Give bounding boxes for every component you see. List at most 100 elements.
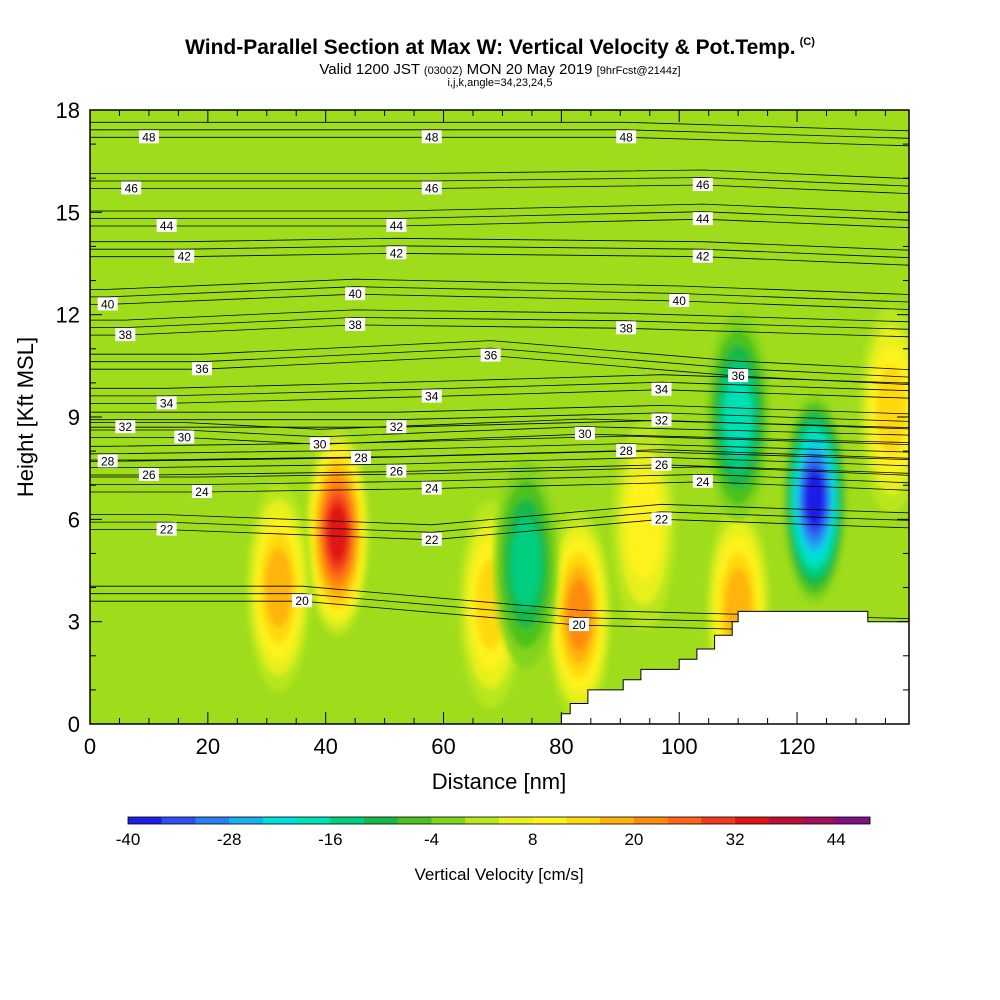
colorbar-tick-label: 8 <box>528 830 537 849</box>
contour-label-box <box>345 287 366 301</box>
contour-label-box <box>121 181 142 195</box>
contour-label-box <box>386 218 407 232</box>
contour-label: 24 <box>195 485 209 499</box>
colorbar-swatch <box>633 817 668 824</box>
contour-label-box <box>156 396 177 410</box>
contour-label: 32 <box>655 413 669 427</box>
velocity-cell <box>547 510 612 719</box>
contour-label-box <box>345 317 366 331</box>
contour-label-box <box>191 485 212 499</box>
contour-label-box <box>421 481 442 495</box>
isentrope-line <box>90 511 909 533</box>
isentrope-line <box>90 129 909 139</box>
colorbar-swatch <box>768 817 803 824</box>
velocity-level <box>265 547 292 628</box>
isentrope-line <box>90 316 909 330</box>
colorbar: -40 -28 -16 -4 8 20 32 44 <box>116 816 871 849</box>
y-axis-label: Height [Kft MSL] <box>13 337 38 497</box>
contour-label: 20 <box>295 594 309 608</box>
contour-label: 30 <box>578 427 592 441</box>
contour-label-box <box>386 420 407 434</box>
isentrope-line <box>90 169 909 179</box>
contour-label-box <box>651 512 672 526</box>
colorbar-swatch <box>364 817 399 824</box>
contour-label: 44 <box>696 212 710 226</box>
colorbar-tick-label: 32 <box>726 830 745 849</box>
colorbar-swatch <box>195 817 230 824</box>
colorbar-swatch <box>431 817 466 824</box>
x-axis-label: Distance [nm] <box>432 769 567 794</box>
isentrope-line <box>90 309 909 323</box>
contour-label: 46 <box>125 181 139 195</box>
contour-label-box <box>692 249 713 263</box>
contour-label-box <box>156 522 177 536</box>
contour-label: 36 <box>484 349 498 363</box>
colorbar-swatch <box>262 817 297 824</box>
terrain-mask <box>560 610 909 724</box>
velocity-level <box>566 579 592 651</box>
isentrope-line <box>90 121 909 132</box>
colorbar-swatch <box>161 817 196 824</box>
velocity-level <box>724 377 752 457</box>
contour-label-box <box>651 382 672 396</box>
contour-label: 38 <box>348 318 362 332</box>
contour-label-box <box>728 369 749 383</box>
contour-label-box <box>669 294 690 308</box>
isentrope-line <box>90 473 909 485</box>
contour-label: 28 <box>354 451 368 465</box>
chart-title: Wind-Parallel Section at Max W: Vertical… <box>185 36 815 59</box>
velocity-level <box>876 364 907 456</box>
contour-label: 40 <box>101 297 115 311</box>
isentrope-line <box>90 177 909 187</box>
velocity-cell <box>782 394 847 603</box>
isentrope-line <box>90 245 909 259</box>
contour-label: 26 <box>142 468 156 482</box>
contour-label-box <box>480 348 501 362</box>
contour-label: 46 <box>425 181 439 195</box>
x-tick-label: 100 <box>661 734 698 759</box>
colorbar-swatch <box>229 817 264 824</box>
contour-label: 42 <box>178 250 192 264</box>
velocity-level <box>626 472 662 581</box>
y-tick-label: 6 <box>68 507 80 532</box>
contour-label-box <box>386 464 407 478</box>
colorbar-swatch <box>735 817 770 824</box>
velocity-cell <box>246 483 311 692</box>
y-tick-label: 9 <box>68 405 80 430</box>
contour-label-box <box>569 618 590 632</box>
contour-label: 24 <box>425 482 439 496</box>
contour-label: 36 <box>195 362 209 376</box>
isentrope-line <box>90 237 909 251</box>
isentrope-line <box>90 404 909 415</box>
contour-label-box <box>351 450 372 464</box>
contour-label: 28 <box>101 454 115 468</box>
colorbar-tick-label: -16 <box>318 830 343 849</box>
x-tick-label: 0 <box>84 734 96 759</box>
contour-label: 48 <box>142 130 156 144</box>
isentrope-line <box>90 503 909 526</box>
colorbar-swatch <box>802 817 837 824</box>
contour-label: 32 <box>390 420 404 434</box>
contour-label: 32 <box>119 420 133 434</box>
velocity-level <box>804 471 825 527</box>
isentrope-line <box>90 426 909 438</box>
y-tick-label: 18 <box>56 98 80 123</box>
contour-label-box <box>421 181 442 195</box>
colorbar-swatch <box>128 817 163 824</box>
x-tick-label: 120 <box>779 734 816 759</box>
contour-label: 44 <box>160 219 174 233</box>
x-tick-label: 20 <box>196 734 220 759</box>
contour-label: 26 <box>390 465 404 479</box>
contour-label-box <box>616 130 637 144</box>
colorbar-swatch <box>667 817 702 824</box>
contour-label-box <box>191 362 212 376</box>
contour-label: 40 <box>348 287 362 301</box>
velocity-cell <box>305 428 370 637</box>
colorbar-swatch <box>296 817 331 824</box>
isentrope-line <box>90 412 909 422</box>
plot-area: 48 48 48 46 46 46 44 44 44 42 42 42 40 40 40 38 38 38 36 36… <box>90 110 909 724</box>
y-tick-label: 3 <box>68 610 80 635</box>
contour-label-box <box>692 212 713 226</box>
